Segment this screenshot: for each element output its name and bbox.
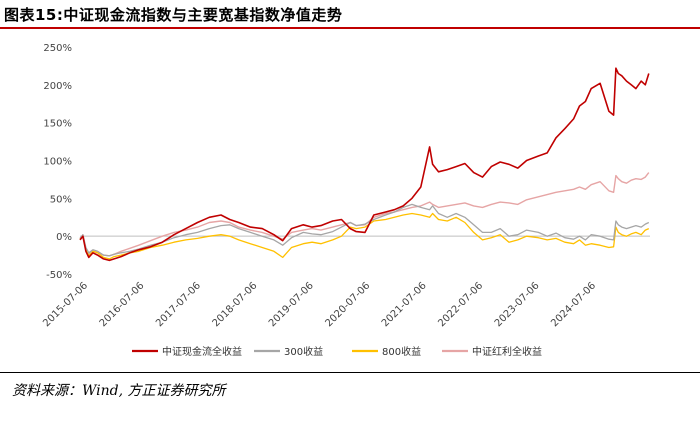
series-line (79, 67, 650, 262)
y-tick-label: 50% (50, 194, 72, 205)
x-axis: 2015-07-06 2016-07-06 2017-07-06 2018-07-06… (41, 280, 598, 329)
x-tick-label: 2015-07-06 (41, 280, 90, 329)
line-chart: 250% 200% 150% 100% 50% 0% -50% 2015-07-06 2016… (41, 43, 650, 358)
x-tick-label: 2022-07-06 (436, 280, 485, 329)
y-tick-label: 100% (43, 157, 72, 168)
source-divider (0, 372, 700, 373)
x-tick-label: 2018-07-06 (211, 280, 260, 329)
y-tick-label: 250% (43, 43, 72, 54)
legend-label: 800收益 (382, 345, 421, 358)
series-group (79, 67, 650, 262)
x-tick-label: 2023-07-06 (493, 280, 542, 329)
y-axis: 250% 200% 150% 100% 50% 0% -50% (43, 43, 72, 281)
x-tick-label: 2019-07-06 (267, 280, 316, 329)
x-tick-label: 2021-07-06 (380, 280, 429, 329)
y-tick-label: 150% (43, 119, 72, 130)
legend-label: 中证红利全收益 (472, 345, 542, 358)
legend-label: 中证现金流全收益 (162, 345, 242, 358)
legend: 中证现金流全收益 300收益 800收益 中证红利全收益 (132, 345, 542, 358)
y-tick-label: 0% (56, 232, 72, 243)
series-line (79, 172, 650, 257)
y-tick-label: 200% (43, 81, 72, 92)
series-line (79, 203, 650, 257)
x-tick-label: 2017-07-06 (154, 280, 203, 329)
x-tick-label: 2016-07-06 (98, 280, 147, 329)
x-tick-label: 2024-07-06 (549, 280, 598, 329)
legend-label: 300收益 (284, 345, 323, 358)
y-tick-label: -50% (46, 270, 72, 281)
source-note: 资料来源：Wind, 方正证券研究所 (12, 383, 226, 399)
figure-title: 图表15:中证现金流指数与主要宽基指数净值走势 (4, 6, 343, 24)
title-divider (0, 27, 700, 29)
x-tick-label: 2020-07-06 (323, 280, 372, 329)
